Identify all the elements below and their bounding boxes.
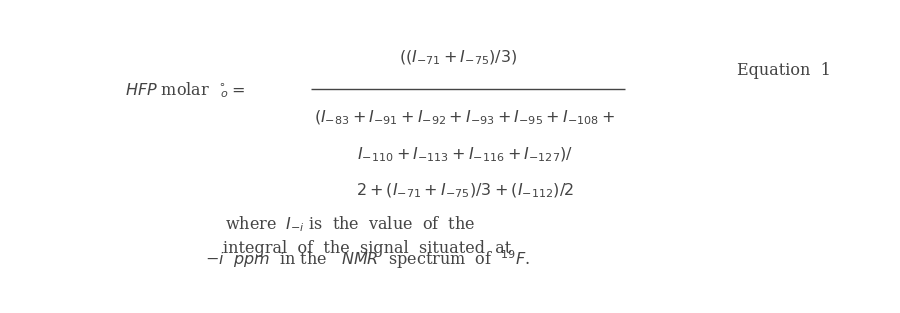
Text: $(I_{-83} + I_{-91} + I_{-92} + I_{-93} + I_{-95} + I_{-108} +$: $(I_{-83} + I_{-91} + I_{-92} + I_{-93} … (314, 109, 616, 127)
Text: Equation  1: Equation 1 (737, 62, 831, 79)
Text: $((I_{-71} + I_{-75})/3)$: $((I_{-71} + I_{-75})/3)$ (399, 49, 517, 67)
Text: $-i$  $ppm$  in the   $\mathit{NMR}$  spectrum  of  ${}^{19}\mathit{F}$.: $-i$ $ppm$ in the $\mathit{NMR}$ spectru… (204, 249, 530, 271)
Text: $2 + (I_{-71} + I_{-75})/3 + (I_{-112})/2$: $2 + (I_{-71} + I_{-75})/3 + (I_{-112})/… (356, 182, 574, 200)
Text: $I_{-110} + I_{-113} + I_{-116} + I_{-127})/$: $I_{-110} + I_{-113} + I_{-116} + I_{-12… (356, 145, 573, 164)
Text: where  $I_{-i}$ is  the  value  of  the: where $I_{-i}$ is the value of the (225, 214, 474, 234)
Text: integral  of  the  signal  situated  at: integral of the signal situated at (223, 240, 511, 257)
Text: $\mathit{HFP}$ molar  ${}^{\circ}\!\!{}_{o} =$: $\mathit{HFP}$ molar ${}^{\circ}\!\!{}_{… (125, 81, 245, 100)
